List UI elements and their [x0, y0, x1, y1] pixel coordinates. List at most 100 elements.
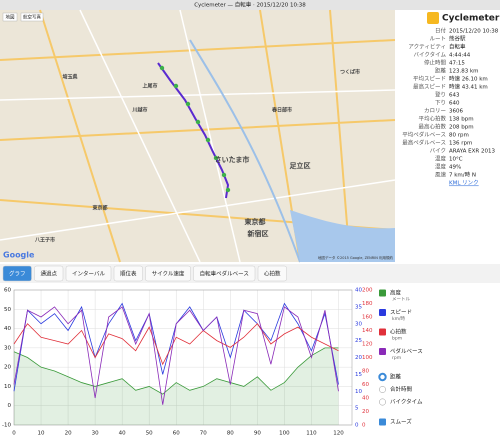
stat-value: 640: [449, 101, 460, 107]
legend-checkbox[interactable]: [379, 328, 386, 336]
stat-value: 2015/12/20 10:38: [449, 29, 499, 35]
y-tick-label: 30: [4, 345, 11, 351]
stat-value: 123.83 km: [449, 69, 479, 75]
tab-label: 順位表: [120, 270, 137, 278]
stat-key: 最高心拍数: [418, 123, 446, 131]
y2-tick-label: 5: [355, 406, 359, 412]
stats-panel: [395, 10, 500, 262]
map-label: つくば市: [340, 69, 360, 76]
tab[interactable]: [145, 265, 191, 282]
x-tick-label: 110: [306, 431, 317, 437]
y2-tick-label: 35: [355, 304, 362, 310]
tab[interactable]: [113, 265, 143, 282]
smooth-checkbox[interactable]: [379, 418, 386, 426]
stat-key: 平均ペダルベース: [402, 131, 446, 139]
y2-tick-label: 15: [355, 372, 362, 378]
stat-value: 643: [449, 93, 460, 99]
map-roads: [0, 9, 396, 263]
y-tick-label: 40: [4, 326, 11, 332]
title-bar: [0, 0, 500, 10]
tab-label: インターバル: [72, 270, 105, 278]
y3-tick-label: 100: [362, 355, 373, 361]
radio[interactable]: [378, 372, 387, 382]
radio-label: 合計時間: [390, 385, 413, 393]
kml-link[interactable]: KML リンク: [449, 180, 479, 187]
map-credit: 地図データ ©2015 Google, ZENRIN 利用規約: [318, 255, 394, 260]
legend-checkbox[interactable]: [379, 289, 386, 297]
y-tick-label: 0: [8, 403, 12, 409]
y3-tick-label: 0: [362, 423, 366, 429]
y2-tick-label: 20: [355, 355, 362, 361]
y3-tick-label: 200: [362, 288, 373, 294]
stat-value: 208 bpm: [449, 125, 474, 131]
x-tick-label: 10: [38, 431, 45, 437]
y3-tick-label: 160: [362, 315, 373, 321]
stat-key: 停止時間: [424, 59, 447, 67]
tab[interactable]: [2, 265, 32, 282]
app-logo: [427, 12, 439, 24]
stat-key: 登り: [435, 91, 446, 99]
map-label: 上尾市: [142, 83, 157, 90]
stat-value: 47:15: [449, 61, 465, 67]
tab[interactable]: [257, 265, 287, 282]
y-tick-label: 60: [4, 288, 11, 294]
tab[interactable]: [34, 265, 64, 282]
map-label: 足立区: [290, 161, 311, 170]
x-tick-label: 50: [146, 431, 153, 437]
stat-value: 自転車: [449, 43, 466, 51]
y-tick-label: 20: [4, 365, 11, 371]
y2-tick-label: 25: [355, 338, 362, 344]
stat-value: 80 rpm: [449, 133, 469, 139]
stat-value: 7 km/時 N: [449, 171, 476, 179]
legend-checkbox[interactable]: [379, 309, 386, 316]
tab[interactable]: [65, 265, 112, 282]
stat-key: 温度: [435, 155, 447, 163]
stat-key: 距離: [435, 67, 447, 75]
route-markers: [159, 65, 231, 193]
stat-value: 時速 43.41 km: [449, 83, 488, 91]
map-roads-minor: [0, 9, 396, 263]
y3-tick-label: 80: [362, 369, 369, 375]
map-label: 東京都: [245, 217, 266, 226]
legend-unit: km/時: [392, 316, 406, 322]
map-tab[interactable]: [2, 12, 18, 22]
y3-tick-label: 120: [362, 342, 373, 348]
legend-unit: メートル: [392, 298, 410, 303]
y-tick-label: 10: [4, 384, 11, 390]
stat-key: ルート: [429, 37, 446, 43]
map-bay: [290, 210, 395, 262]
tab[interactable]: [193, 265, 256, 282]
x-tick-label: 90: [254, 431, 261, 437]
stat-key: 日付: [435, 27, 447, 35]
legend-checkbox[interactable]: [379, 348, 386, 355]
radio[interactable]: [379, 398, 386, 406]
map-tab-label: 地図: [6, 14, 15, 21]
map-tab[interactable]: [20, 12, 44, 22]
radio[interactable]: [379, 386, 386, 393]
stat-value: 49%: [449, 165, 461, 171]
x-tick-label: 40: [119, 431, 126, 437]
x-tick-label: 0: [12, 431, 16, 437]
map-label: 春日部市: [272, 107, 292, 114]
y3-tick-label: 20: [362, 409, 369, 415]
radio-label: 距離: [390, 373, 402, 381]
legend-name: スピード: [390, 309, 412, 316]
app-name: Cyclemeter: [442, 14, 500, 24]
stat-key: アクティビティ: [408, 43, 446, 51]
x-tick-label: 100: [279, 431, 290, 437]
stat-value: 138 bpm: [449, 117, 474, 123]
stat-value: 4:44:44: [449, 53, 471, 59]
y2-tick-label: 10: [355, 389, 362, 395]
legend-name: ペダルベース: [390, 347, 423, 355]
stat-key: バイクタイム: [413, 51, 446, 59]
stat-key: 最高ペダルベース: [402, 139, 446, 147]
stat-value: 熊谷駅: [449, 35, 466, 43]
map-label: 川越市: [131, 107, 147, 114]
series-line: [13, 306, 339, 405]
stat-key: 風速: [435, 172, 447, 179]
chart-area: [0, 285, 370, 442]
map-label: 埼玉県: [62, 74, 77, 81]
stat-key: バイク: [430, 148, 446, 155]
map-logo: Google: [3, 251, 35, 260]
